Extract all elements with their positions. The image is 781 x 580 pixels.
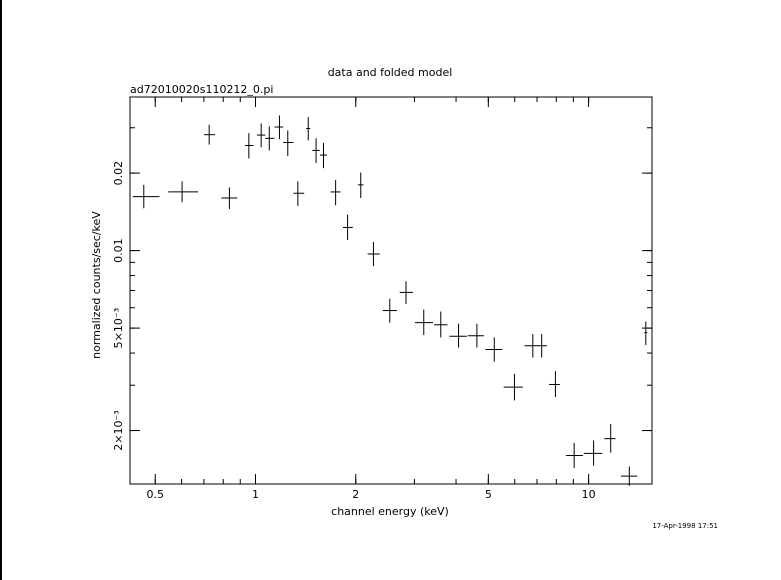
data-point	[467, 323, 484, 348]
x-tick-label: 0.5	[146, 488, 164, 501]
x-axis-label: channel energy (keV)	[331, 505, 449, 518]
data-point	[367, 241, 380, 267]
data-point	[357, 172, 364, 199]
axis-ticks: 0.5 1 2 5 10 2×10⁻³ 5×10⁻³ 0.01 0.02	[112, 97, 652, 501]
x-tick-label: 1	[252, 488, 259, 501]
data-point	[414, 309, 433, 336]
data-point	[319, 142, 328, 169]
data-point	[583, 440, 603, 466]
x-tick-label: 2	[352, 488, 359, 501]
data-point	[221, 187, 238, 210]
data-point	[382, 298, 398, 323]
data-point	[283, 130, 294, 157]
data-point	[644, 321, 648, 345]
data-point	[537, 334, 547, 358]
y-tick-label: 5×10⁻³	[112, 308, 125, 348]
data-point	[434, 311, 448, 338]
data-point	[168, 181, 198, 203]
data-point	[524, 334, 538, 358]
data-point	[342, 214, 353, 240]
data-point	[293, 181, 305, 207]
data-point	[204, 124, 216, 145]
data-point	[244, 133, 254, 159]
y-tick-label: 2×10⁻³	[112, 410, 125, 450]
data-point	[503, 373, 523, 401]
timestamp-label: 17-Apr-1998 17:51	[652, 522, 718, 530]
chart-subtitle: ad72010020s110212_0.pi	[130, 83, 273, 96]
data-point	[449, 323, 467, 348]
plot-frame	[129, 96, 653, 485]
data-point	[306, 117, 311, 141]
x-tick-label: 5	[485, 488, 492, 501]
data-point	[330, 180, 341, 206]
x-tick-label: 10	[582, 488, 596, 501]
data-point	[312, 138, 320, 163]
y-tick-label: 0.02	[112, 161, 125, 186]
data-point	[565, 442, 583, 469]
chart-title: data and folded model	[328, 66, 453, 79]
data-point	[485, 337, 503, 362]
data-points	[132, 115, 648, 486]
data-point	[620, 466, 638, 486]
data-point	[256, 123, 266, 148]
y-axis-label: normalized counts/sec/keV	[90, 211, 103, 359]
data-point	[132, 184, 160, 209]
data-point	[265, 126, 275, 151]
data-point	[274, 115, 284, 140]
y-tick-label: 0.01	[112, 238, 125, 263]
left-edge-rule	[0, 0, 2, 580]
data-point	[604, 424, 616, 453]
data-point	[549, 371, 560, 397]
data-point	[399, 281, 413, 305]
